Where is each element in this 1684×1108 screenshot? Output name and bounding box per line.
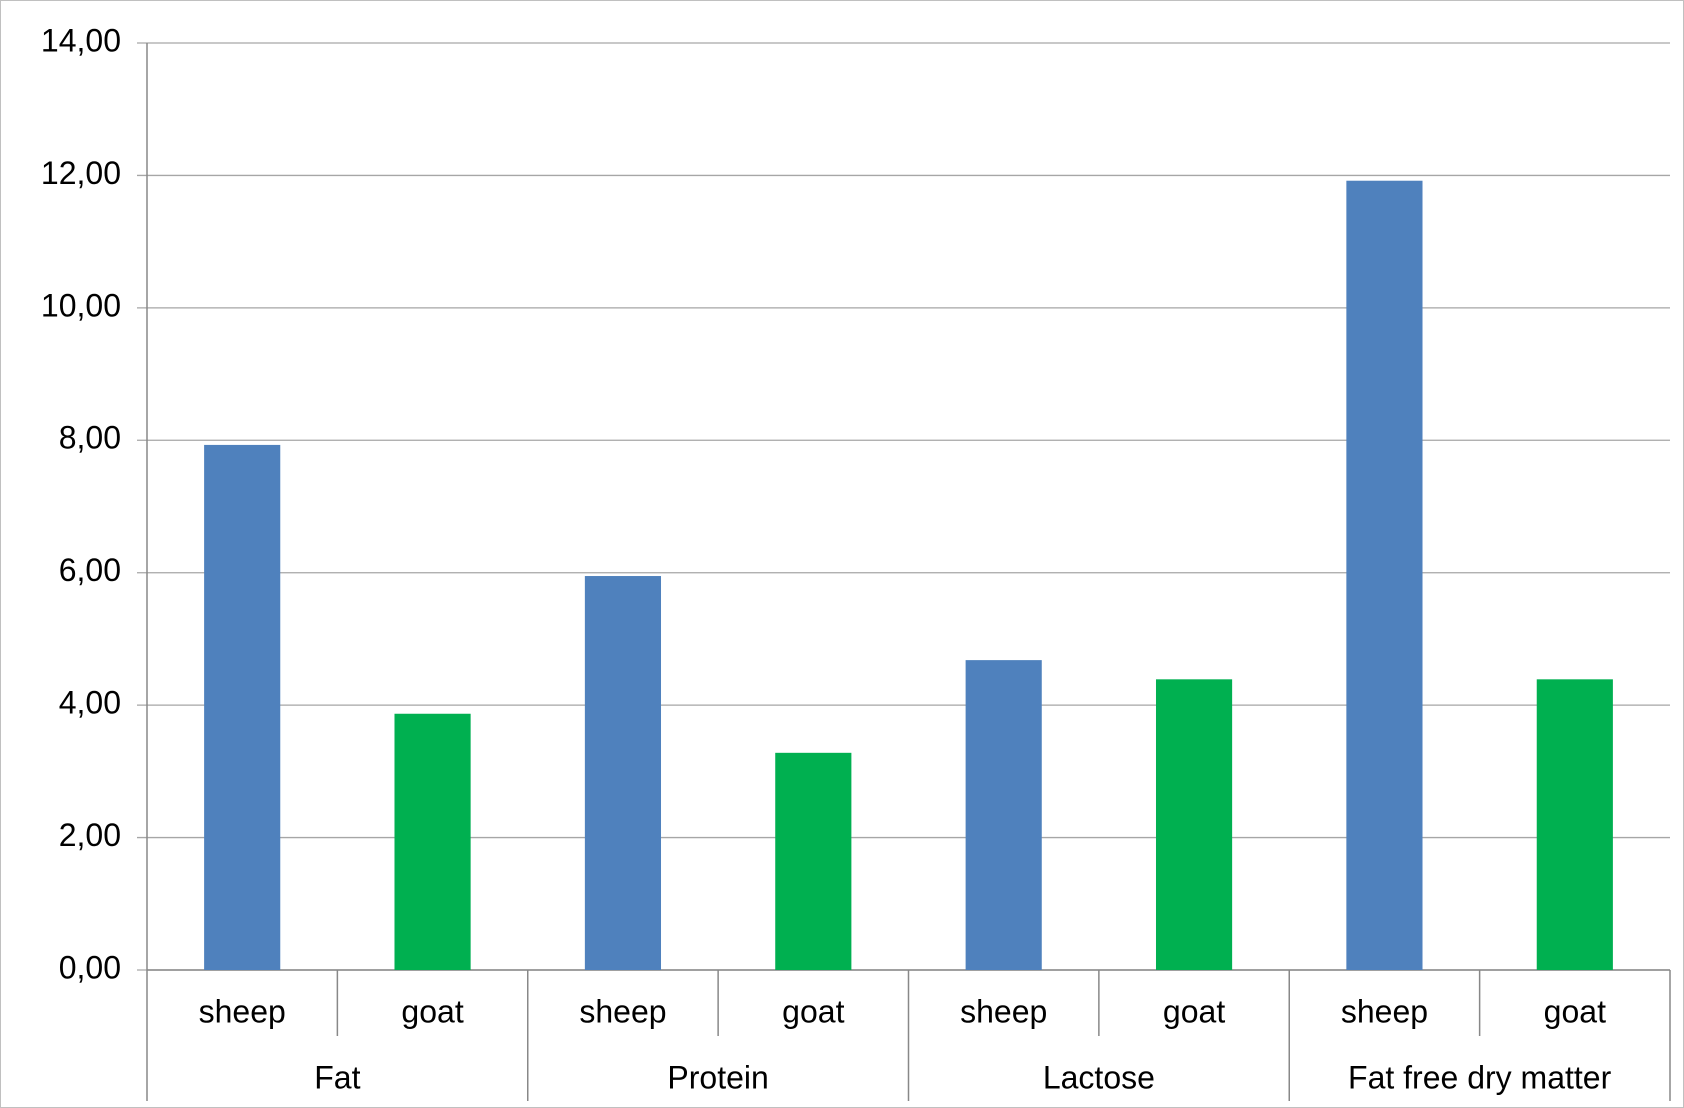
group-label: Fat xyxy=(314,1059,360,1095)
x-tick-label: sheep xyxy=(1341,993,1428,1029)
x-tick-label: goat xyxy=(1163,993,1225,1029)
bar xyxy=(1155,679,1233,970)
y-tick-label: 0,00 xyxy=(59,949,121,985)
y-tick-label: 8,00 xyxy=(59,420,121,456)
x-tick-label: sheep xyxy=(199,993,286,1029)
bar xyxy=(204,444,281,970)
x-tick-label: sheep xyxy=(960,993,1047,1029)
y-tick-label: 12,00 xyxy=(41,155,121,191)
x-tick-label: sheep xyxy=(579,993,666,1029)
bar xyxy=(775,752,852,970)
bar xyxy=(584,576,662,970)
x-tick-label: goat xyxy=(782,993,844,1029)
x-tick-label: goat xyxy=(1544,993,1606,1029)
group-label: Fat free dry matter xyxy=(1348,1059,1612,1095)
y-tick-label: 4,00 xyxy=(59,685,121,721)
y-tick-label: 14,00 xyxy=(41,22,121,58)
bar xyxy=(1536,679,1613,970)
bar xyxy=(394,713,471,970)
group-label: Protein xyxy=(667,1059,768,1095)
y-tick-label: 6,00 xyxy=(59,552,121,588)
x-tick-label: goat xyxy=(401,993,463,1029)
y-tick-label: 2,00 xyxy=(59,817,121,853)
bar xyxy=(1346,180,1423,970)
group-label: Lactose xyxy=(1043,1059,1155,1095)
y-tick-label: 10,00 xyxy=(41,287,121,323)
bar xyxy=(965,660,1042,970)
